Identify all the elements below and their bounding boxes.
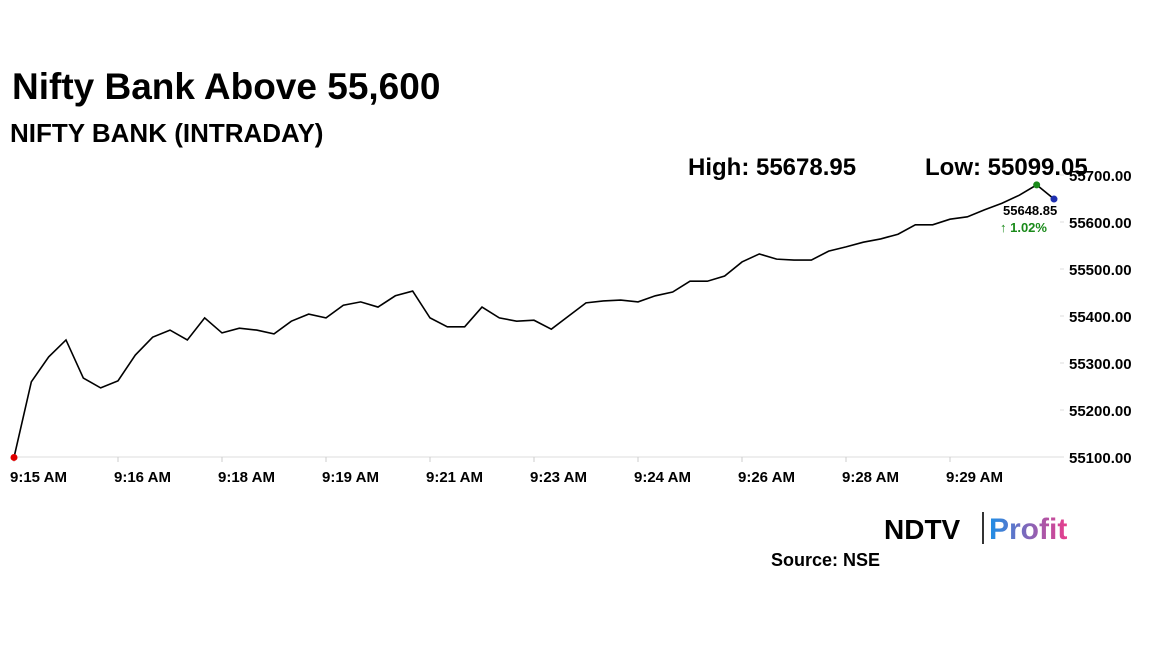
high-label: High: 55678.95	[688, 154, 856, 181]
low-label: Low: 55099.05	[925, 154, 1088, 181]
y-tick-label: 55100.00	[1069, 450, 1132, 467]
y-tick-label: 55300.00	[1069, 356, 1132, 373]
x-tick-label: 9:26 AM	[738, 469, 795, 486]
logo-ndtv: NDTV	[884, 514, 961, 545]
price-line	[13, 183, 1055, 458]
x-tick-label: 9:28 AM	[842, 469, 899, 486]
x-tick-label: 9:29 AM	[946, 469, 1003, 486]
logo-profit: Profit	[989, 513, 1067, 546]
x-tick-label: 9:21 AM	[426, 469, 483, 486]
y-tick-label: 55200.00	[1069, 403, 1132, 420]
x-tick-label: 9:18 AM	[218, 469, 275, 486]
y-tick-label: 55500.00	[1069, 262, 1132, 279]
y-tick-label: 55600.00	[1069, 215, 1132, 232]
x-tick-label: 9:24 AM	[634, 469, 691, 486]
y-tick-label: 55400.00	[1069, 309, 1132, 326]
x-tick-label: 9:15 AM	[10, 469, 67, 486]
change-label: ↑ 1.02%	[1000, 220, 1047, 235]
last-label: 55648.85	[1003, 203, 1057, 218]
low-dot	[10, 453, 18, 461]
chart-title: Nifty Bank Above 55,600	[12, 66, 440, 107]
high-dot	[1033, 181, 1041, 189]
x-tick-label: 9:23 AM	[530, 469, 587, 486]
y-tick-label: 55700.00	[1069, 168, 1132, 185]
source: Source: NSE	[771, 550, 880, 570]
x-tick-label: 9:16 AM	[114, 469, 171, 486]
chart-subtitle: NIFTY BANK (INTRADAY)	[10, 118, 323, 148]
last-dot	[1050, 195, 1058, 203]
x-tick-label: 9:19 AM	[322, 469, 379, 486]
